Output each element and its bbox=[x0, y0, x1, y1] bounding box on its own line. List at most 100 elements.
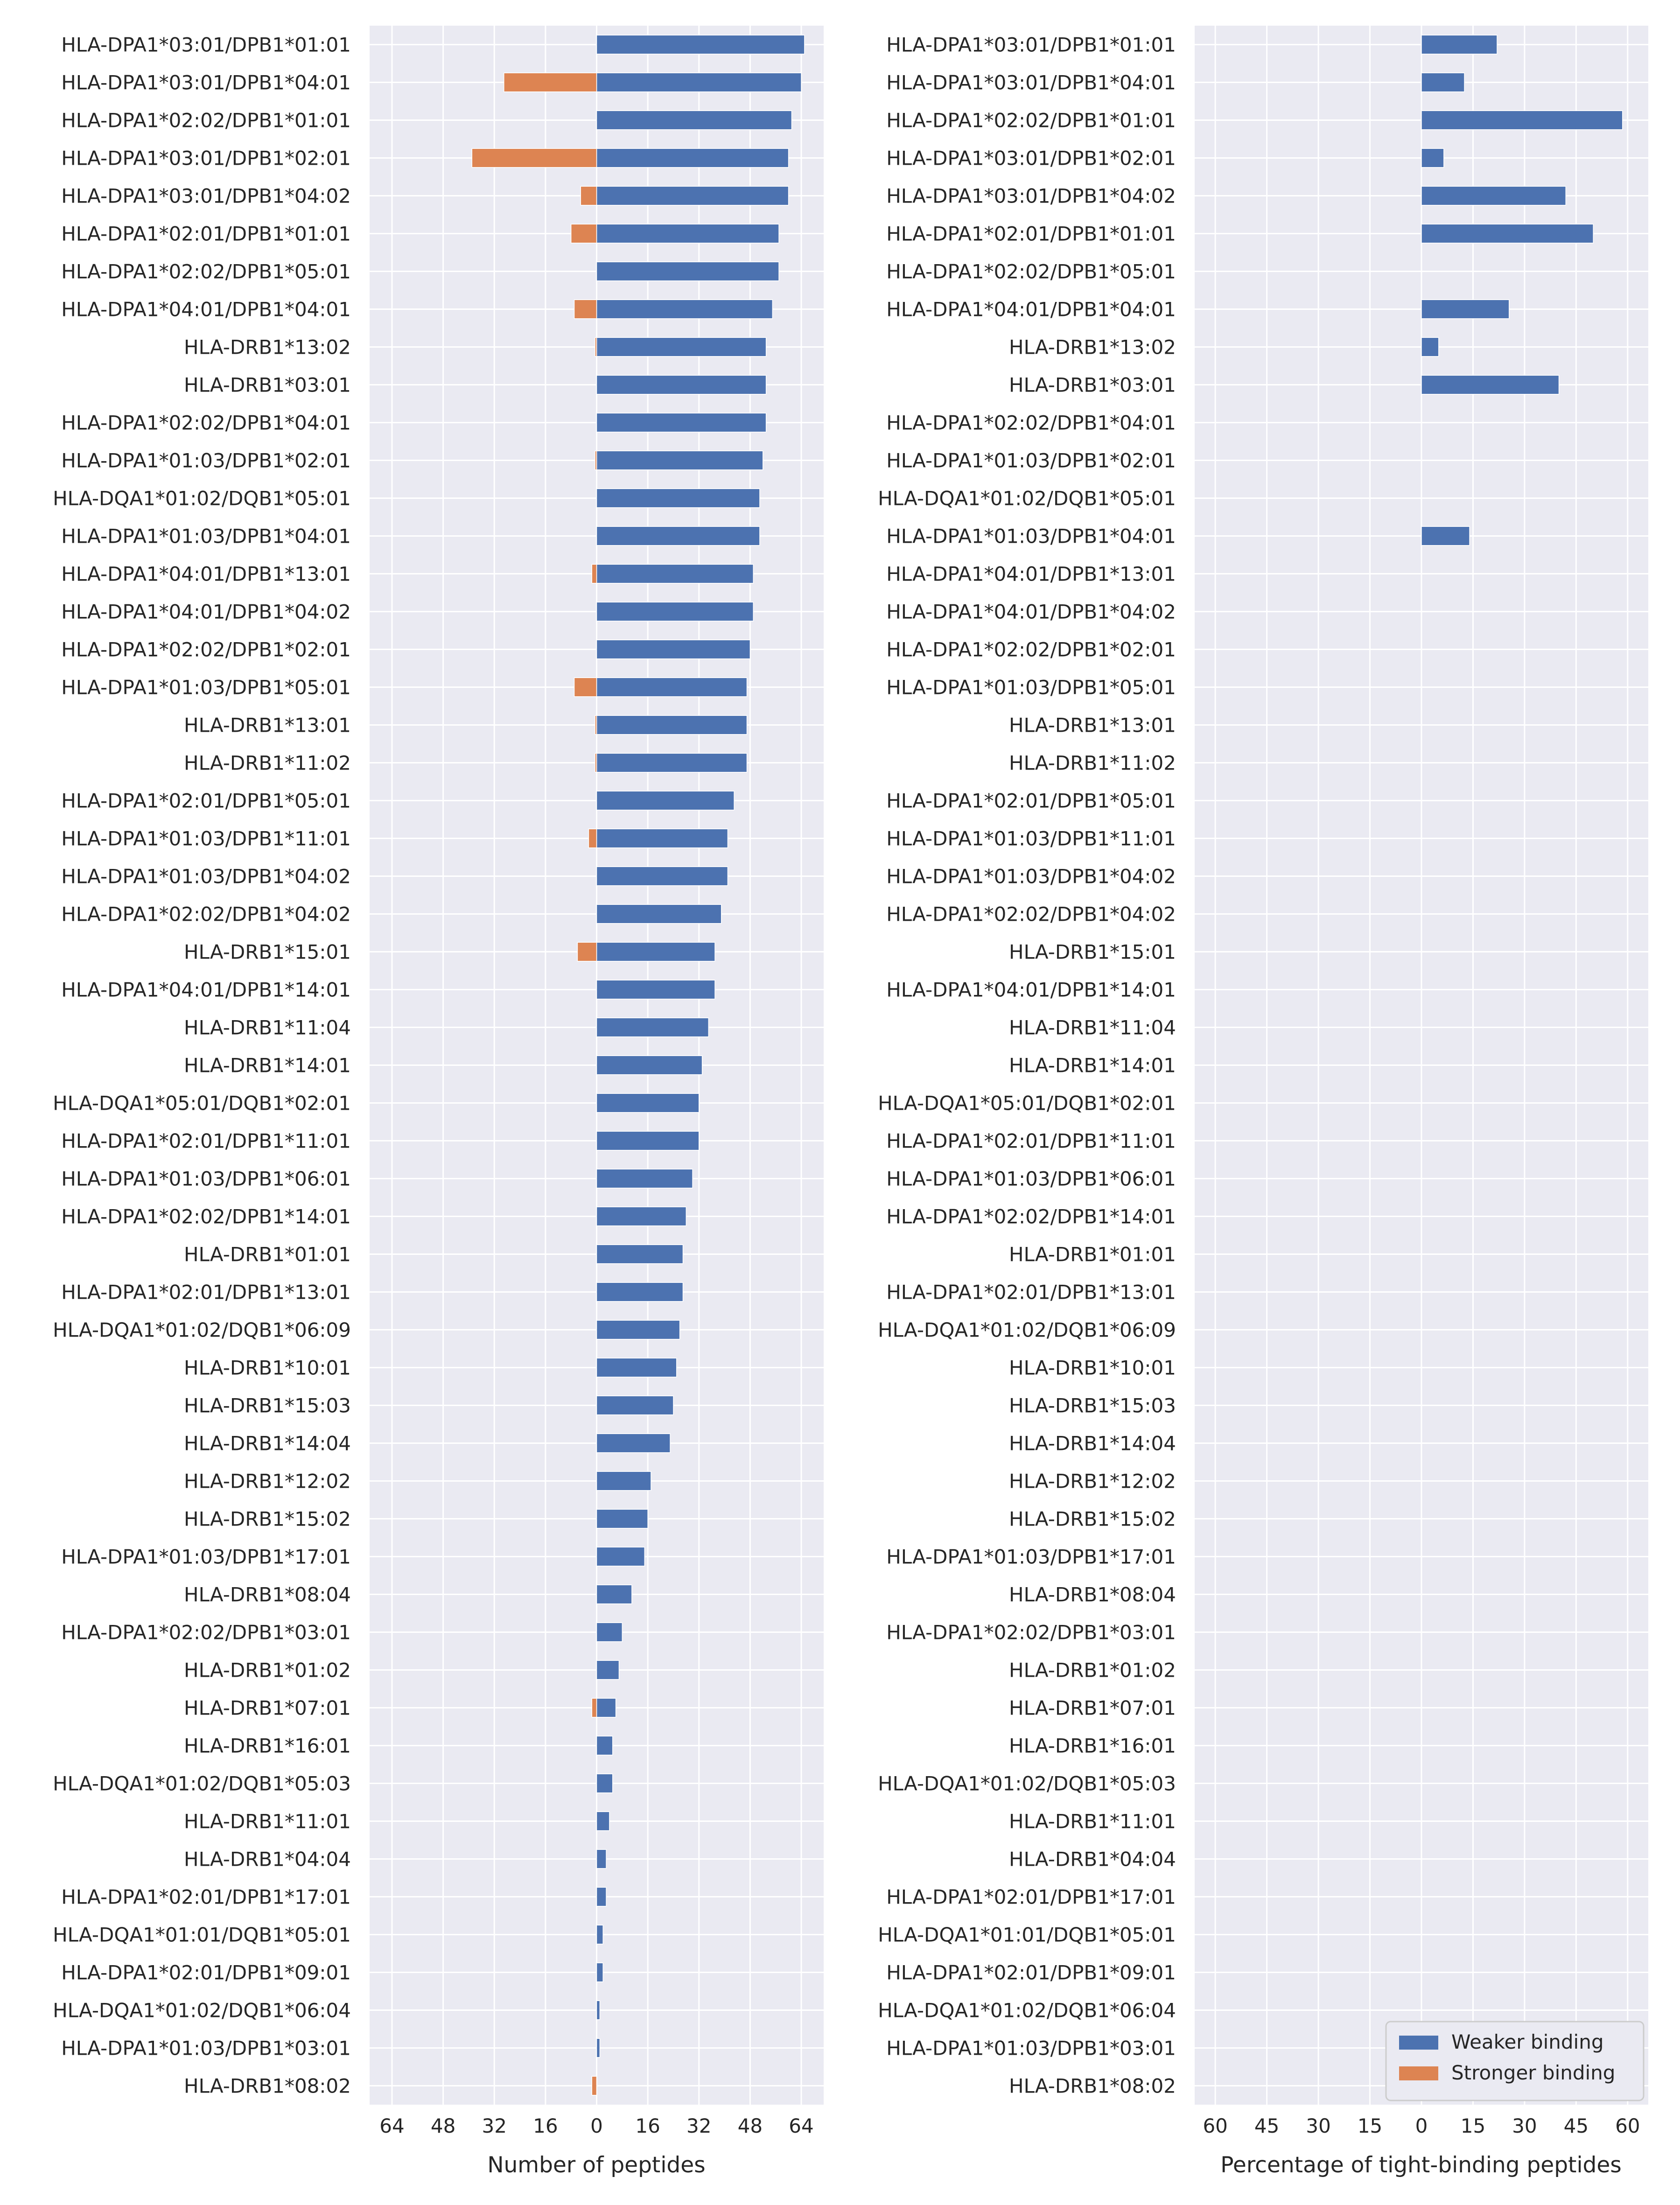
left-y-tick-label: HLA-DRB1*13:02 bbox=[184, 336, 351, 359]
right-bar-weaker bbox=[1421, 72, 1465, 92]
left-x-tick-label: 0 bbox=[590, 2114, 603, 2137]
left-bar-weaker bbox=[596, 261, 779, 281]
left-bar-weaker bbox=[596, 602, 754, 622]
legend-label-stronger: Stronger binding bbox=[1451, 2061, 1615, 2084]
right-y-tick-label: HLA-DPA1*02:01/DPB1*05:01 bbox=[886, 790, 1176, 812]
left-y-tick-label: HLA-DRB1*07:01 bbox=[184, 1697, 351, 1720]
left-bar-weaker bbox=[596, 715, 748, 735]
left-y-tick-label: HLA-DPA1*03:01/DPB1*02:01 bbox=[61, 147, 351, 170]
left-bar-weaker bbox=[596, 1055, 703, 1075]
right-y-tick-label: HLA-DQA1*01:02/DQB1*06:04 bbox=[878, 1999, 1176, 2022]
left-bar-weaker bbox=[596, 866, 728, 886]
left-bar-weaker bbox=[596, 791, 735, 811]
left-bar-weaker bbox=[596, 980, 715, 1000]
left-bar-weaker bbox=[596, 337, 767, 357]
right-y-tick-label: HLA-DRB1*11:01 bbox=[1009, 1810, 1176, 1833]
right-bar-weaker bbox=[1421, 299, 1510, 319]
right-y-tick-label: HLA-DPA1*01:03/DPB1*04:02 bbox=[886, 865, 1176, 888]
left-bar-weaker bbox=[596, 1244, 684, 1264]
left-y-tick-label: HLA-DRB1*15:02 bbox=[184, 1508, 351, 1531]
left-bar-stronger bbox=[595, 753, 597, 773]
left-y-tick-label: HLA-DPA1*04:01/DPB1*04:01 bbox=[61, 298, 351, 321]
left-bar-weaker bbox=[596, 1622, 623, 1642]
right-y-tick-label: HLA-DPA1*02:02/DPB1*03:01 bbox=[886, 1621, 1176, 1644]
left-bar-weaker bbox=[596, 1887, 607, 1907]
left-bar-stronger bbox=[588, 828, 597, 848]
left-y-tick-label: HLA-DRB1*04:04 bbox=[184, 1848, 351, 1871]
left-bar-weaker bbox=[596, 1131, 700, 1151]
right-y-tick-label: HLA-DPA1*01:03/DPB1*06:01 bbox=[886, 1168, 1176, 1190]
left-bar-stronger bbox=[595, 715, 597, 735]
left-y-tick-label: HLA-DPA1*04:01/DPB1*14:01 bbox=[61, 979, 351, 1001]
left-bar-weaker bbox=[596, 1509, 648, 1529]
left-bar-weaker bbox=[596, 1093, 700, 1113]
left-y-tick-label: HLA-DRB1*11:01 bbox=[184, 1810, 351, 1833]
right-y-tick-label: HLA-DPA1*04:01/DPB1*14:01 bbox=[886, 979, 1176, 1001]
right-bar-weaker bbox=[1421, 224, 1594, 244]
right-y-tick-label: HLA-DRB1*14:01 bbox=[1009, 1054, 1176, 1077]
right-x-tick-label: 45 bbox=[1254, 2114, 1279, 2137]
right-y-tick-label: HLA-DRB1*15:01 bbox=[1009, 941, 1176, 964]
right-y-tick-label: HLA-DPA1*02:02/DPB1*04:02 bbox=[886, 903, 1176, 926]
left-y-tick-label: HLA-DRB1*08:02 bbox=[184, 2075, 351, 2098]
right-y-tick-label: HLA-DPA1*03:01/DPB1*02:01 bbox=[886, 147, 1176, 170]
left-x-tick-label: 64 bbox=[379, 2114, 404, 2137]
left-bar-weaker bbox=[596, 1206, 687, 1226]
legend-swatch-weaker bbox=[1399, 2036, 1438, 2050]
right-y-tick-label: HLA-DQA1*01:01/DQB1*05:01 bbox=[878, 1924, 1176, 1946]
left-y-tick-label: HLA-DRB1*13:01 bbox=[184, 714, 351, 737]
left-x-tick-label: 32 bbox=[686, 2114, 711, 2137]
left-x-tick-label: 48 bbox=[738, 2114, 763, 2137]
left-x-tick-label: 16 bbox=[635, 2114, 660, 2137]
left-bar-weaker bbox=[596, 148, 789, 168]
right-y-tick-label: HLA-DRB1*08:02 bbox=[1009, 2075, 1176, 2098]
right-x-tick-label: 60 bbox=[1203, 2114, 1227, 2137]
left-bar-weaker bbox=[596, 1849, 607, 1869]
right-y-tick-label: HLA-DPA1*01:03/DPB1*05:01 bbox=[886, 676, 1176, 699]
right-y-tick-label: HLA-DRB1*14:04 bbox=[1009, 1432, 1176, 1455]
right-y-tick-label: HLA-DRB1*15:03 bbox=[1009, 1394, 1176, 1417]
left-bar-weaker bbox=[596, 1169, 693, 1189]
left-y-tick-label: HLA-DRB1*15:01 bbox=[184, 941, 351, 964]
left-bar-stronger bbox=[595, 450, 597, 470]
left-y-tick-label: HLA-DPA1*02:02/DPB1*04:01 bbox=[61, 412, 351, 434]
right-y-tick-label: HLA-DQA1*01:02/DQB1*06:09 bbox=[878, 1319, 1176, 1342]
right-y-tick-label: HLA-DPA1*02:01/DPB1*13:01 bbox=[886, 1281, 1176, 1304]
right-y-tick-label: HLA-DPA1*02:02/DPB1*14:01 bbox=[886, 1205, 1176, 1228]
right-y-tick-label: HLA-DPA1*01:03/DPB1*04:01 bbox=[886, 525, 1176, 548]
right-chart-panel: 60 45 30 15 0 15 30 45 60 HLA-DPA1*03:01/DPB1*01:… bbox=[878, 26, 1648, 2137]
right-y-tick-label: HLA-DPA1*02:01/DPB1*17:01 bbox=[886, 1886, 1176, 1909]
left-y-tick-label: HLA-DQA1*01:02/DQB1*05:03 bbox=[53, 1772, 351, 1795]
left-bar-stronger bbox=[591, 564, 597, 584]
right-y-tick-label: HLA-DRB1*16:01 bbox=[1009, 1735, 1176, 1757]
left-x-tick-label: 32 bbox=[482, 2114, 507, 2137]
left-y-tick-label: HLA-DPA1*02:02/DPB1*04:02 bbox=[61, 903, 351, 926]
left-bar-stronger bbox=[504, 72, 597, 92]
left-bar-stronger bbox=[471, 148, 597, 168]
left-x-axis-label: Number of peptides bbox=[487, 2152, 705, 2178]
left-y-tick-label: HLA-DPA1*03:01/DPB1*01:01 bbox=[61, 34, 351, 56]
right-y-tick-label: HLA-DPA1*02:01/DPB1*11:01 bbox=[886, 1130, 1176, 1153]
left-y-tick-label: HLA-DPA1*03:01/DPB1*04:01 bbox=[61, 71, 351, 94]
left-bar-weaker bbox=[596, 1584, 632, 1604]
right-y-tick-label: HLA-DRB1*11:04 bbox=[1009, 1016, 1176, 1039]
right-y-tick-label: HLA-DRB1*15:02 bbox=[1009, 1508, 1176, 1531]
left-bar-weaker bbox=[596, 2038, 601, 2058]
left-bar-stronger bbox=[595, 337, 597, 357]
left-y-tick-label: HLA-DPA1*02:02/DPB1*05:01 bbox=[61, 260, 351, 283]
right-y-tick-label: HLA-DPA1*03:01/DPB1*01:01 bbox=[886, 34, 1176, 56]
right-y-tick-label: HLA-DQA1*01:02/DQB1*05:01 bbox=[878, 487, 1176, 510]
left-bar-weaker bbox=[596, 186, 789, 206]
left-bar-weaker bbox=[596, 1773, 613, 1793]
right-y-tick-label: HLA-DPA1*01:03/DPB1*02:01 bbox=[886, 449, 1176, 472]
left-y-tick-label: HLA-DRB1*11:02 bbox=[184, 752, 351, 775]
left-bar-weaker bbox=[596, 1282, 684, 1302]
left-bar-weaker bbox=[596, 110, 792, 130]
right-y-tick-label: HLA-DRB1*07:01 bbox=[1009, 1697, 1176, 1720]
left-y-tick-label: HLA-DRB1*08:04 bbox=[184, 1583, 351, 1606]
left-y-tick-label: HLA-DPA1*02:02/DPB1*02:01 bbox=[61, 638, 351, 661]
right-y-tick-label: HLA-DRB1*04:04 bbox=[1009, 1848, 1176, 1871]
left-y-tick-label: HLA-DQA1*01:02/DQB1*06:09 bbox=[53, 1319, 351, 1342]
left-bar-weaker bbox=[596, 375, 767, 395]
